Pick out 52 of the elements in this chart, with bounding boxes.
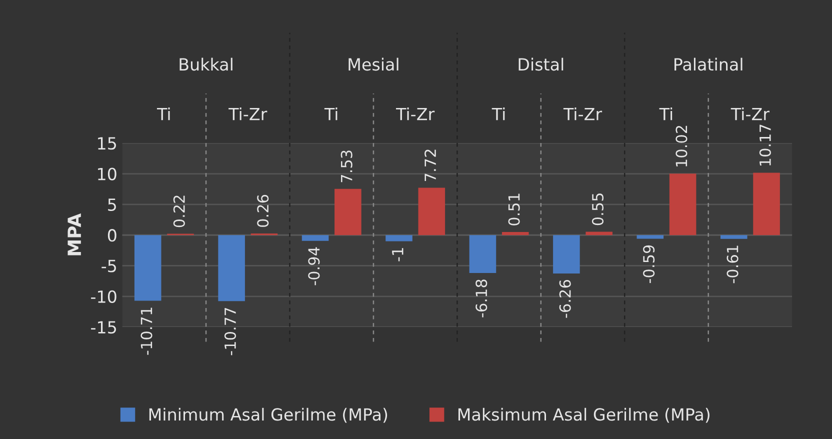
data-label: -0.61 [726, 246, 738, 284]
x-tick-label: Ti-Zr [563, 107, 602, 120]
text: Distal [518, 58, 564, 71]
data-label: 7.53 [340, 150, 352, 182]
text: Mesial [348, 58, 398, 71]
data-label: 0.55 [592, 193, 604, 226]
bar [502, 232, 529, 236]
data-label: -6.18 [476, 280, 488, 318]
data-label: -1 [392, 248, 404, 262]
x-tick-label: Ti-Zr [228, 107, 268, 120]
data-label: -6.26 [559, 280, 571, 318]
bar [334, 188, 362, 236]
x-tick-label: Ti [156, 107, 170, 120]
y-tick-label: 10 [98, 168, 116, 180]
y-axis-title: MPA [68, 213, 81, 256]
bar [553, 235, 580, 274]
bar [669, 174, 696, 236]
bar [636, 235, 664, 239]
data-label: 0.26 [257, 194, 269, 227]
x-tick-label: Ti [659, 107, 672, 120]
bar [386, 235, 412, 242]
x-tick-label: Ti [492, 107, 505, 120]
text: Bukkal [180, 58, 232, 71]
data-label: 0.51 [508, 194, 520, 226]
data-label: -0.59 [643, 245, 655, 284]
bar [720, 235, 748, 239]
data-label: -0.94 [308, 247, 320, 286]
x-tick-label: Ti [324, 107, 338, 120]
bar [753, 172, 780, 236]
bar [218, 235, 245, 302]
x-tick-label: Ti-Zr [730, 107, 770, 120]
bar [586, 232, 612, 236]
y-tick-label: 15 [98, 137, 116, 150]
data-label: -10.77 [224, 308, 236, 356]
bar [418, 188, 446, 236]
data-label: 10.17 [759, 124, 771, 166]
bar [134, 235, 162, 301]
y-tick-label: -15 [91, 321, 116, 334]
legend-label: Maksimum Asal Gerilme (MPa) [458, 408, 710, 423]
y-tick-label: 0 [108, 229, 116, 242]
x-tick-label: Ti-Zr [396, 107, 435, 120]
data-label: -10.71 [140, 308, 152, 355]
y-tick-label: -10 [91, 290, 116, 303]
y-tick-label: -5 [102, 260, 116, 272]
bar [469, 235, 496, 273]
text: Palatinal [674, 58, 742, 71]
bar [302, 235, 329, 241]
data-label: 0.22 [173, 196, 185, 228]
data-label: 10.02 [676, 126, 688, 166]
y-tick-label: 5 [108, 198, 116, 211]
data-label: 7.72 [424, 150, 436, 181]
legend-label: Minimum Asal Gerilme (MPa) [149, 408, 388, 423]
